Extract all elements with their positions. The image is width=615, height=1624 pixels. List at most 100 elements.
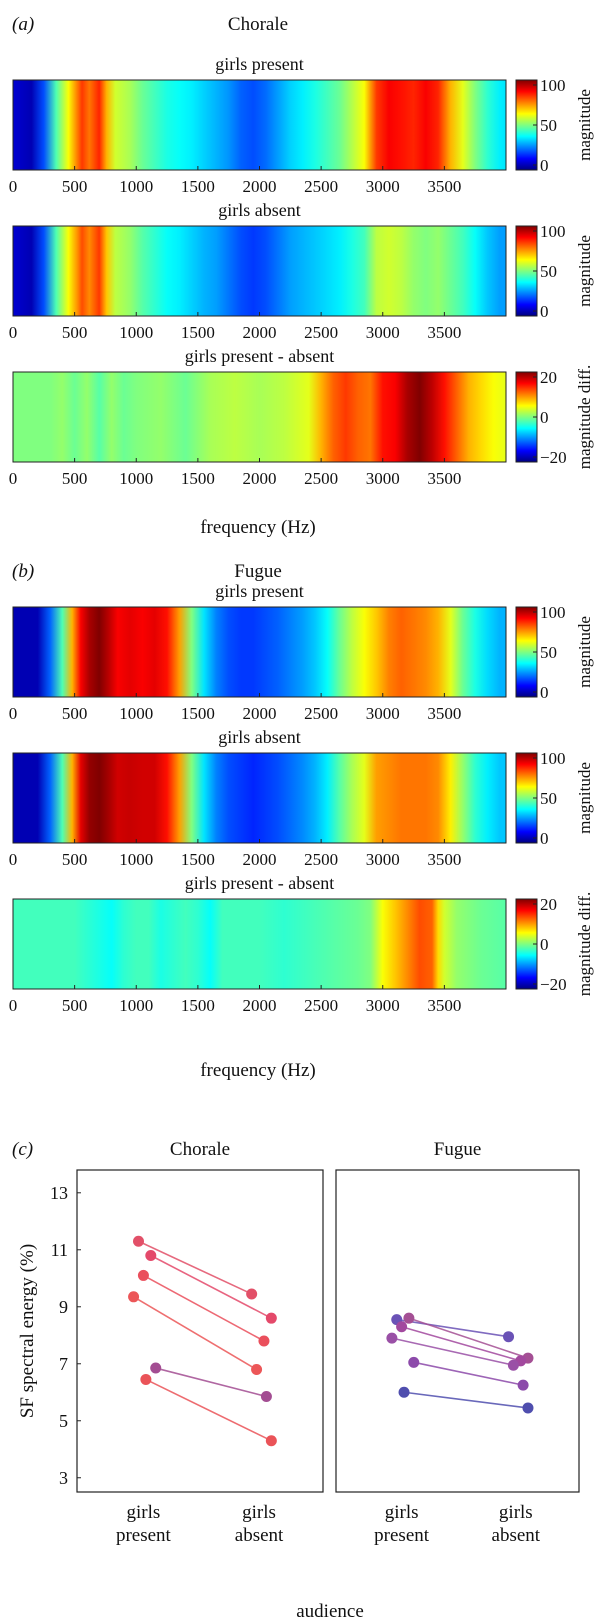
x-tick-label: 3000 [366,177,400,196]
pair-connector [145,1378,272,1442]
colorbar-tick-label: 0 [540,156,549,175]
colorbar-tick-label: 50 [540,262,557,281]
pair-connector [150,1254,272,1319]
point-girls-absent [251,1363,263,1375]
spectrogram-title: girls present [215,54,303,74]
pair-connector [396,1318,509,1338]
colorbar-tick-label: 100 [540,603,566,622]
point-girls-present [386,1332,398,1344]
x-tick-label: 1500 [181,323,215,342]
colorbar-tick-label: 0 [540,408,549,427]
colorbar-label: magnitude [575,235,594,307]
pair-connector [401,1325,521,1362]
x-tick-label: 0 [9,850,18,869]
x-tick-label: 1000 [119,177,153,196]
panel-b-letter: (b) [12,561,34,582]
x-tick-label: 1000 [119,996,153,1015]
y-tick-label: 9 [59,1297,68,1317]
x-tick-label: 500 [62,177,88,196]
colorbar-tick-label: 0 [540,683,549,702]
spectrogram-heatmap [12,371,507,463]
panel-b-plot-2: girls present - absent 0 500 1000 1500 2000 25… [9,873,594,1015]
colorbar-tick-label: −20 [540,448,567,467]
colorbar-tick-label: 0 [540,829,549,848]
x-tick-label: 0 [9,177,18,196]
x-tick-label: 2500 [304,177,338,196]
pair-connector [143,1274,265,1342]
colorbar-label: magnitude diff. [575,892,594,997]
pair-connector [408,1317,529,1359]
panel-b-title: Fugue [234,561,282,582]
colorbar-tick-label: 50 [540,643,557,662]
x-tick-label: 1000 [119,704,153,723]
point-girls-absent [260,1391,272,1403]
colorbar-label: magnitude [575,762,594,834]
spectrogram-heatmap [12,752,507,844]
point-girls-present [133,1235,144,1247]
x-tick-label: 3000 [366,323,400,342]
point-girls-present [396,1321,408,1333]
point-girls-present [145,1249,157,1261]
point-girls-absent [522,1402,534,1414]
x-tick-label: 2000 [243,177,277,196]
colorbar-tick-label: 100 [540,222,566,241]
pair-connector [391,1337,514,1366]
x-tick-label: 2500 [304,704,338,723]
panel-a-xlabel: frequency (Hz) [200,517,316,538]
x-axis-label: audience [296,1601,364,1622]
colorbar-tick-label: 0 [540,302,549,321]
x-tick-label: 3000 [366,469,400,488]
panel-c-letter: (c) [12,1139,33,1160]
x-category-label: present [116,1525,172,1546]
x-tick-label: 2000 [243,704,277,723]
x-tick-label: 1500 [181,704,215,723]
x-tick-label: 500 [62,469,88,488]
colorbar-label: magnitude diff. [575,365,594,470]
x-tick-label: 500 [62,323,88,342]
x-tick-label: 3500 [427,850,461,869]
spectrogram-heatmap [12,225,507,317]
pair-connector [138,1240,252,1295]
pair-connector [155,1367,267,1398]
spectrogram-heatmap [12,606,507,698]
point-girls-absent [265,1312,277,1324]
spectrogram-title: girls present - absent [185,346,334,366]
x-tick-label: 1500 [181,469,215,488]
x-tick-label: 2500 [304,996,338,1015]
colorbar-tick-label: 20 [540,368,557,387]
colorbar-tick-label: 0 [540,935,549,954]
y-axis-label: SF spectral energy (%) [17,1244,38,1418]
point-girls-present [150,1362,162,1374]
colorbar-tick-label: −20 [540,975,567,994]
point-girls-absent [246,1288,258,1300]
x-tick-label: 2000 [243,323,277,342]
x-tick-label: 2000 [243,996,277,1015]
x-tick-label: 3500 [427,996,461,1015]
point-girls-absent [258,1335,270,1347]
plot-frame [76,1169,324,1493]
colorbar-tick-label: 20 [540,895,557,914]
point-girls-absent [265,1435,277,1447]
x-tick-label: 2500 [304,850,338,869]
x-tick-label: 2000 [243,850,277,869]
point-girls-present [137,1269,149,1281]
x-tick-label: 0 [9,469,18,488]
x-category-label: girls [127,1502,161,1523]
spectrogram-title: girls absent [218,200,301,220]
colorbar-tick-label: 50 [540,789,557,808]
subplot-title: Chorale [170,1139,230,1160]
point-girls-present [140,1373,152,1385]
colorbar-tick-label: 50 [540,116,557,135]
colorbar-label: magnitude [575,89,594,161]
x-category-label: girls [242,1502,276,1523]
point-girls-present [128,1291,140,1303]
x-category-label: absent [492,1525,541,1546]
spectrogram-heatmap [12,79,507,171]
x-tick-label: 1000 [119,850,153,869]
